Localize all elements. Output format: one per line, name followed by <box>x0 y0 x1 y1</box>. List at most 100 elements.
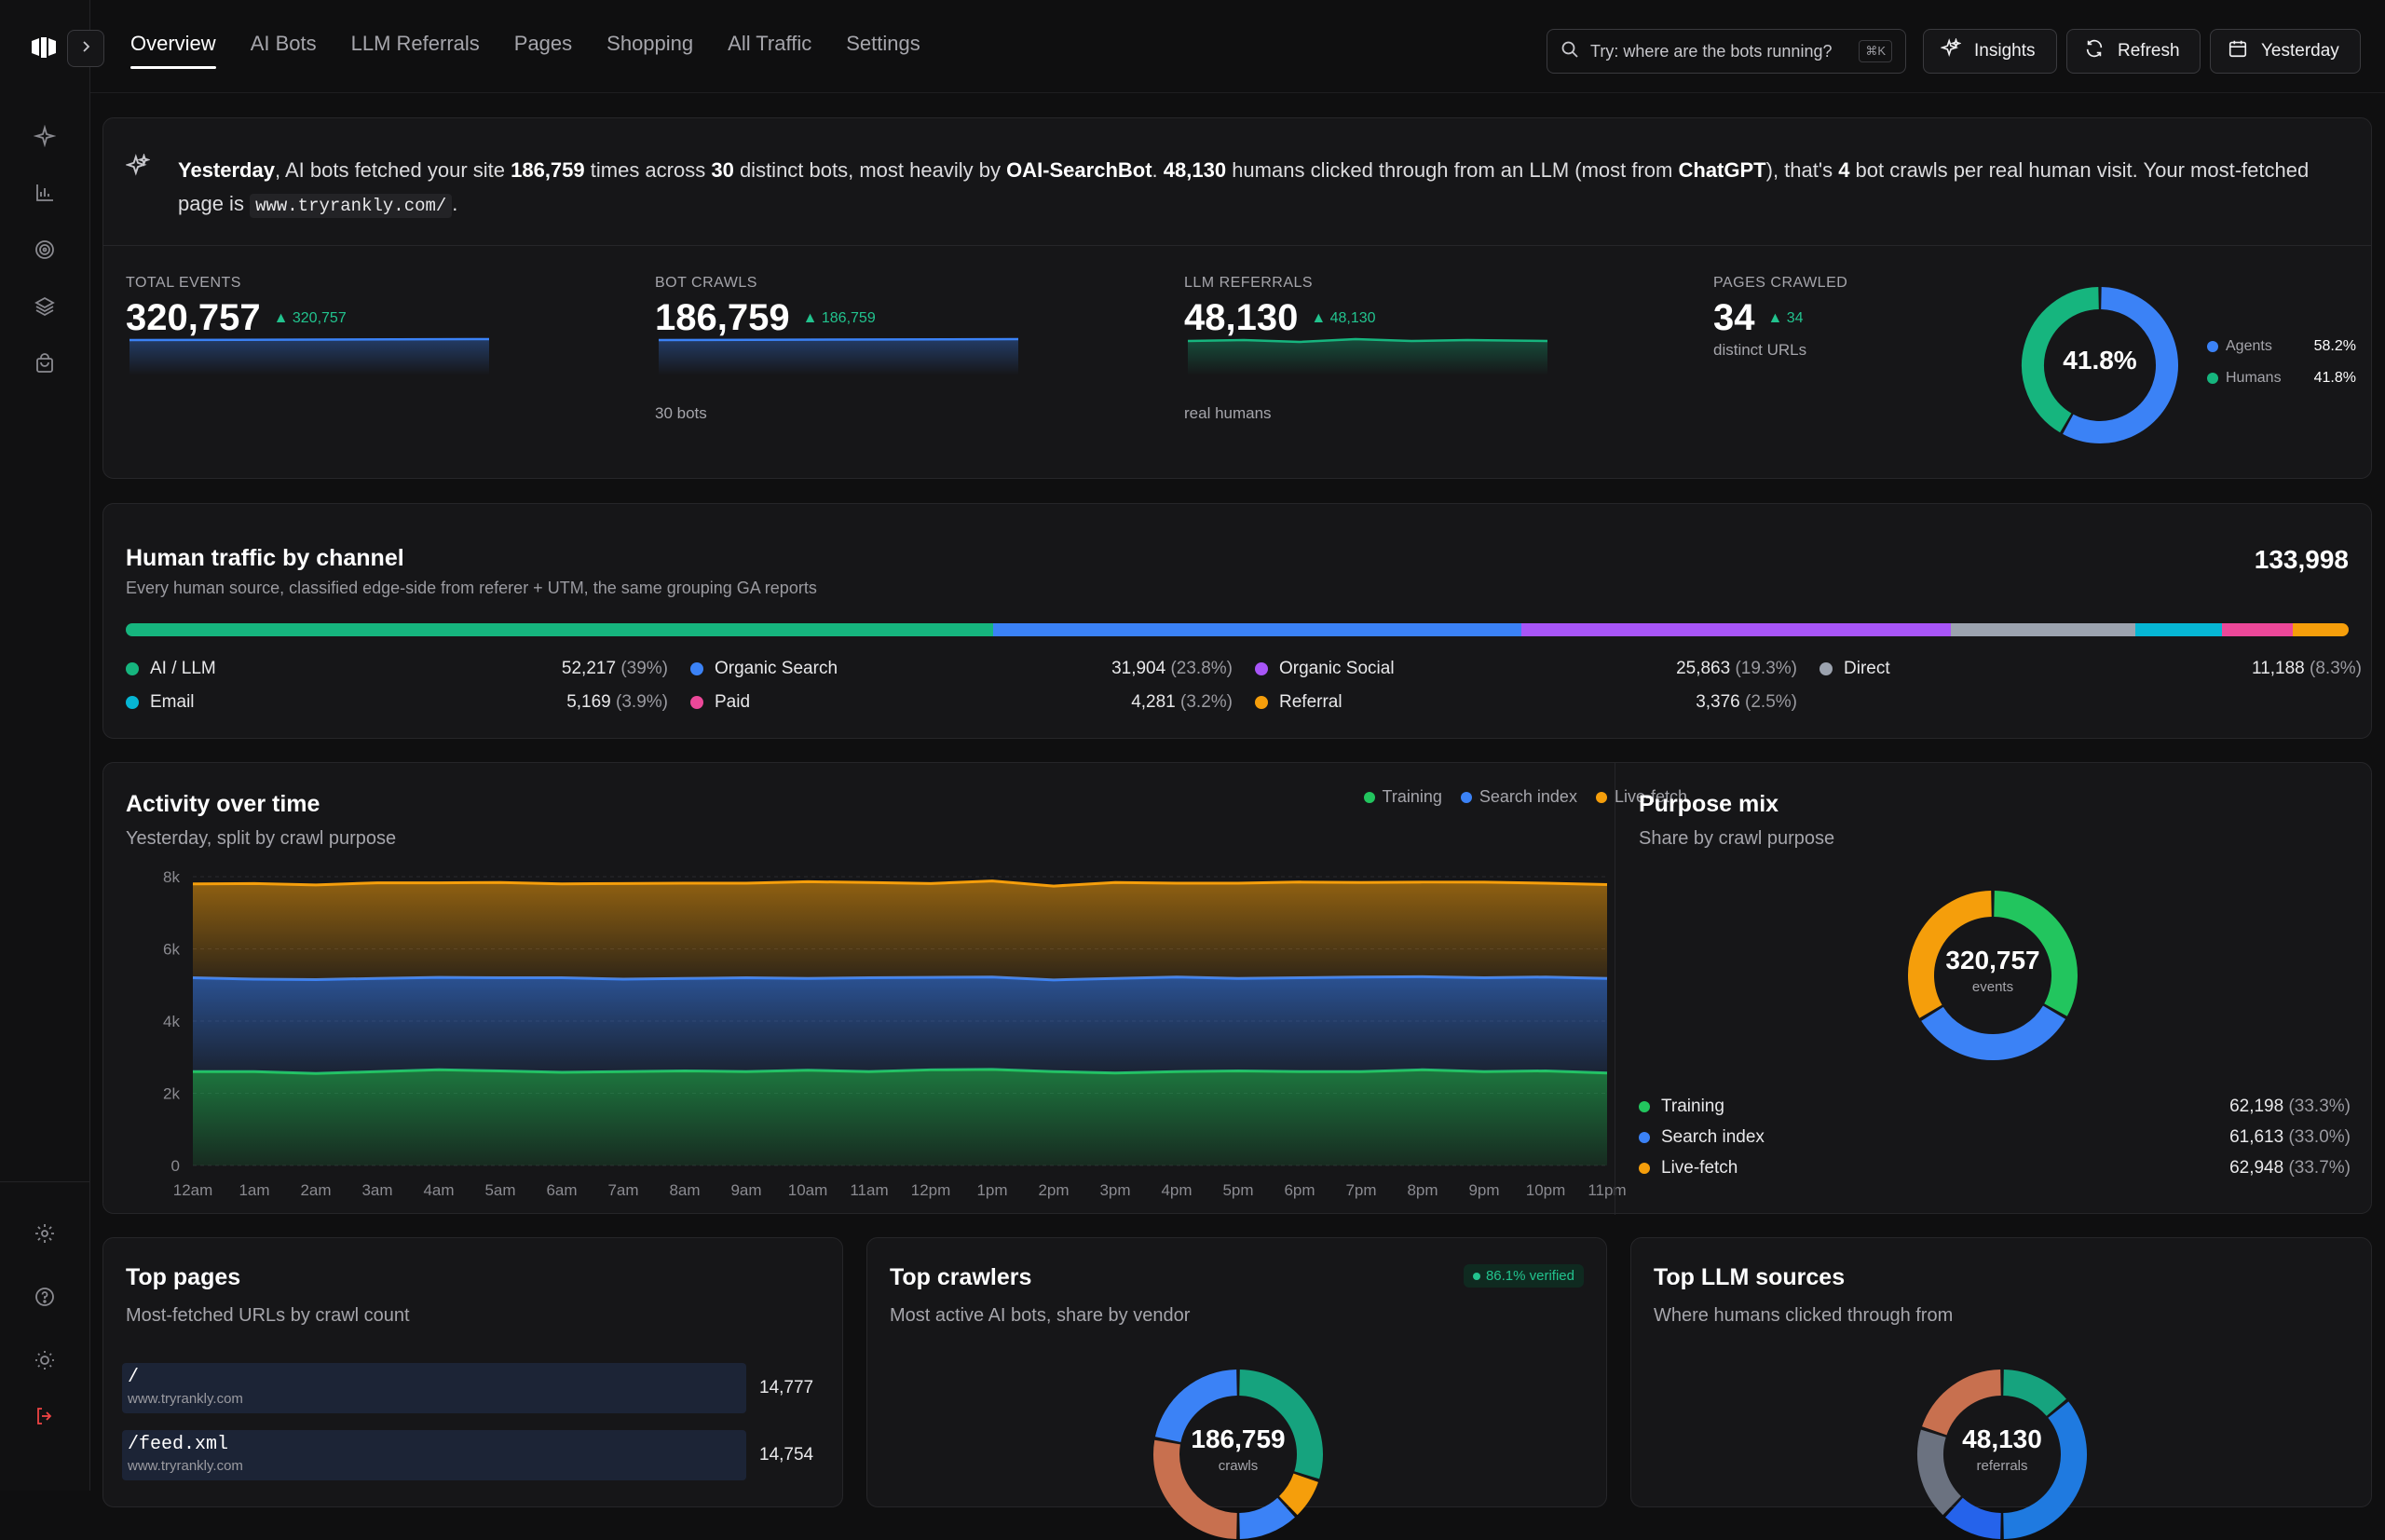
purpose-legend-item[interactable]: Training 62,198 (33.3%) <box>1639 1091 2351 1122</box>
legend-dot <box>690 662 703 675</box>
channel-legend-item[interactable]: Paid 4,281 (3.2%) <box>690 692 1233 713</box>
date-range-label: Yesterday <box>2261 41 2339 61</box>
x-tick-label: 4pm <box>1161 1181 1192 1199</box>
top-page-row[interactable]: /feed.xml www.tryrankly.com <box>122 1430 746 1480</box>
legend-dot <box>2207 373 2218 384</box>
date-range-button[interactable]: Yesterday <box>2210 29 2361 74</box>
stat-sub: distinct URLs <box>1713 341 1807 359</box>
tab-llm-referrals[interactable]: LLM Referrals <box>350 32 480 55</box>
purpose-center-value: 320,757 <box>1945 946 2040 974</box>
channel-pct: (23.8%) <box>1170 659 1233 678</box>
channel-bar-segment[interactable] <box>126 623 993 636</box>
legend-dot <box>1639 1162 1650 1174</box>
theme-icon[interactable] <box>32 1347 58 1373</box>
tab-all-traffic[interactable]: All Traffic <box>728 32 812 55</box>
sparkline-llm-referrals <box>1188 337 1547 375</box>
activity-area-chart: 0 2k 4k 6k 8k 12am 1am 2am 3am 4am 5am 6am 7am 8am 9am… <box>163 868 1627 1199</box>
activity-legend-item[interactable]: Live-fetch <box>1595 787 1687 807</box>
legend-agents: Agents 58.2% <box>2207 338 2356 355</box>
purpose-name: Search index <box>1661 1126 1765 1147</box>
donut-segment[interactable] <box>2002 1370 2066 1417</box>
donut-segment[interactable] <box>2022 287 2100 433</box>
tab-ai-bots[interactable]: AI Bots <box>250 32 317 55</box>
crawlers-center: 186,759 crawls <box>1152 1424 1324 1474</box>
channel-bar-segment[interactable] <box>2221 623 2294 636</box>
stat-label: PAGES CRAWLED <box>1713 275 1848 291</box>
refresh-icon <box>2084 38 2105 64</box>
x-tick-label: 12am <box>173 1181 213 1199</box>
area-series-training[interactable] <box>193 1069 1607 1165</box>
channel-bar-segment[interactable] <box>2134 623 2222 636</box>
tab-settings[interactable]: Settings <box>846 32 920 55</box>
donut-segment[interactable] <box>1908 891 1993 1018</box>
donut-segment[interactable] <box>1154 1370 1238 1443</box>
channel-value: 5,169 <box>566 692 611 712</box>
channel-bar-segment[interactable] <box>2293 623 2349 636</box>
donut-segment[interactable] <box>1238 1370 1323 1479</box>
stat-label: LLM REFERRALS <box>1184 275 1314 291</box>
channel-legend-item[interactable]: Organic Social 25,863 (19.3%) <box>1255 659 1797 679</box>
tab-pages[interactable]: Pages <box>513 32 573 55</box>
y-tick-label: 8k <box>163 868 180 886</box>
activity-legend-item[interactable]: Search index <box>1460 787 1577 807</box>
target-icon[interactable] <box>32 237 58 263</box>
y-tick-label: 4k <box>163 1013 180 1030</box>
help-icon[interactable] <box>32 1284 58 1310</box>
x-tick-label: 2am <box>300 1181 331 1199</box>
x-tick-label: 3pm <box>1099 1181 1130 1199</box>
purpose-legend-item[interactable]: Search index 61,613 (33.0%) <box>1639 1122 2351 1152</box>
layers-icon[interactable] <box>32 293 58 320</box>
sparkles-icon <box>1940 37 1962 64</box>
insights-button[interactable]: Insights <box>1923 29 2057 74</box>
donut-segment[interactable] <box>1238 1497 1295 1539</box>
sparkles-icon[interactable] <box>32 123 58 149</box>
activity-legend-item[interactable]: Training <box>1363 787 1442 807</box>
channel-bar-segment[interactable] <box>1950 623 2135 636</box>
area-series-live-fetch[interactable] <box>193 880 1607 980</box>
channel-legend-item[interactable]: Referral 3,376 (2.5%) <box>1255 692 1797 713</box>
sidebar-toggle-button[interactable] <box>67 30 104 67</box>
channel-legend-item[interactable]: AI / LLM 52,217 (39%) <box>126 659 668 679</box>
bar-chart-icon[interactable] <box>32 180 58 206</box>
donut-segment[interactable] <box>1278 1473 1318 1516</box>
purpose-legend-item[interactable]: Live-fetch 62,948 (33.7%) <box>1639 1152 2351 1183</box>
donut-segment[interactable] <box>1922 1370 2002 1436</box>
x-tick-label: 10pm <box>1526 1181 1566 1199</box>
donut-segment[interactable] <box>1993 891 2078 1016</box>
card-subtitle: Every human source, classified edge-side… <box>126 579 817 597</box>
area-series-search-index[interactable] <box>193 976 1607 1074</box>
purpose-legend: Training 62,198 (33.3%) Search index 61,613… <box>1639 1091 2351 1183</box>
channel-bar-segment[interactable] <box>1521 623 1951 636</box>
tab-shopping[interactable]: Shopping <box>606 32 694 55</box>
channel-legend-item[interactable]: Email 5,169 (3.9%) <box>126 692 668 713</box>
x-tick-label: 7pm <box>1345 1181 1376 1199</box>
channel-legend-item[interactable]: Direct 11,188 (8.3%) <box>1819 659 2362 679</box>
agents-humans-donut <box>2022 287 2178 443</box>
refresh-button[interactable]: Refresh <box>2066 29 2201 74</box>
donut-segment[interactable] <box>2063 287 2178 443</box>
logout-icon[interactable] <box>32 1403 58 1429</box>
channel-legend-item[interactable]: Organic Search 31,904 (23.8%) <box>690 659 1233 679</box>
sidebar-divider <box>0 1181 90 1182</box>
x-tick-label: 9pm <box>1468 1181 1499 1199</box>
purpose-pct: (33.3%) <box>2288 1096 2351 1116</box>
tab-overview[interactable]: Overview <box>130 32 216 69</box>
channel-pct: (3.9%) <box>616 692 668 712</box>
x-tick-label: 2pm <box>1038 1181 1069 1199</box>
x-tick-label: 8pm <box>1407 1181 1438 1199</box>
brand-logo-icon[interactable] <box>28 35 60 60</box>
channel-bar-segment[interactable] <box>992 623 1522 636</box>
legend-label: Live-fetch <box>1614 787 1687 806</box>
summary-sentence: Yesterday, AI bots fetched your site 186… <box>178 158 2310 218</box>
shopping-bag-icon[interactable] <box>32 350 58 376</box>
card-subtitle: Most-fetched URLs by crawl count <box>126 1305 410 1326</box>
chevron-right-icon <box>78 39 93 59</box>
channel-pct: (19.3%) <box>1735 659 1797 678</box>
donut-segment[interactable] <box>1945 1497 2002 1539</box>
donut-segment[interactable] <box>1921 1005 2065 1060</box>
search-input[interactable] <box>1590 41 1860 61</box>
settings-icon[interactable] <box>32 1220 58 1247</box>
legend-dot <box>1819 662 1833 675</box>
top-page-row[interactable]: / www.tryrankly.com <box>122 1363 746 1413</box>
purpose-center: 320,757 events <box>1907 946 2078 995</box>
